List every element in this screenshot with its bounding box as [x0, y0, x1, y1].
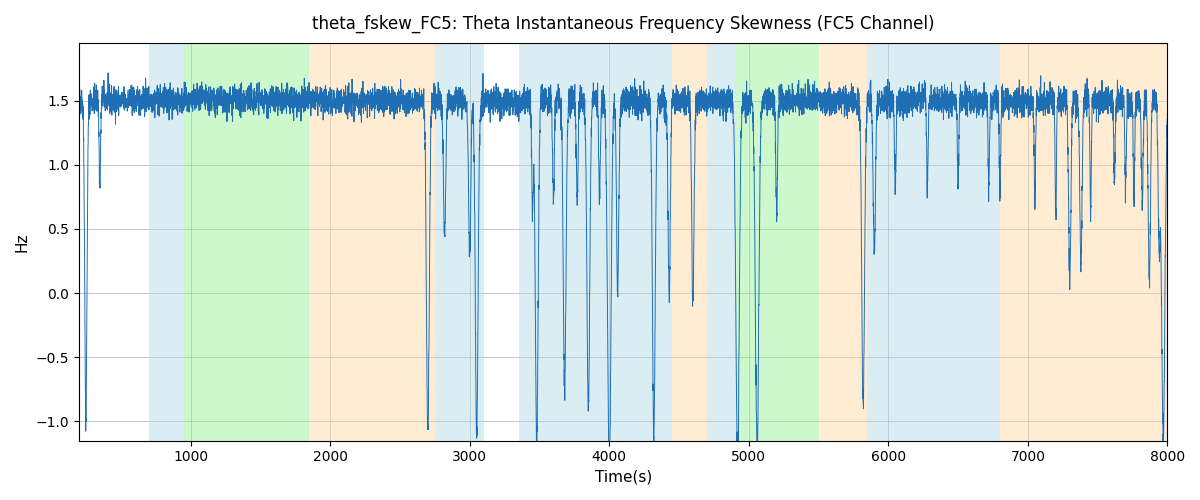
Bar	[310, 43, 434, 440]
Y-axis label: Hz: Hz	[14, 232, 30, 252]
Bar	[184, 43, 310, 440]
Bar	[518, 43, 672, 440]
Bar	[734, 43, 818, 440]
Bar	[434, 43, 484, 440]
X-axis label: Time(s): Time(s)	[594, 470, 652, 485]
Title: theta_fskew_FC5: Theta Instantaneous Frequency Skewness (FC5 Channel): theta_fskew_FC5: Theta Instantaneous Fre…	[312, 15, 935, 34]
Bar	[149, 43, 184, 440]
Bar	[1098, 43, 1168, 440]
Bar	[868, 43, 1000, 440]
Bar	[818, 43, 868, 440]
Bar	[672, 43, 707, 440]
Bar	[1000, 43, 1098, 440]
Bar	[707, 43, 734, 440]
